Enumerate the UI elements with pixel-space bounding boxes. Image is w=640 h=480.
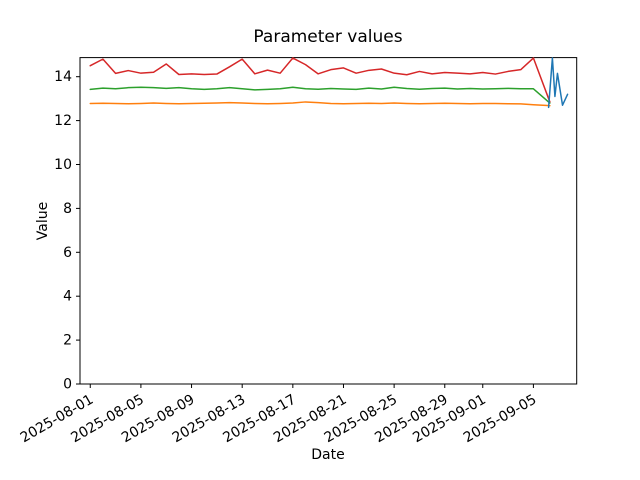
- y-tick-label: 4: [63, 289, 72, 305]
- series-line-blue: [547, 57, 569, 109]
- y-tick-label: 12: [54, 113, 72, 129]
- y-axis-label: Value: [35, 202, 51, 240]
- y-tick-label: 2: [63, 333, 72, 349]
- y-tick-label: 6: [63, 245, 72, 261]
- x-axis-label: Date: [311, 447, 344, 463]
- series-line-green: [89, 86, 551, 104]
- series-line-red: [89, 57, 551, 103]
- chart-title: Parameter values: [253, 27, 402, 47]
- y-tick-label: 14: [54, 69, 72, 85]
- y-tick-label: 0: [63, 377, 72, 393]
- series-layer: [89, 57, 569, 109]
- series-line-orange: [89, 101, 551, 107]
- y-tick-label: 10: [54, 157, 72, 173]
- y-tick-label: 8: [63, 201, 72, 217]
- ticks-layer: 024681012142025-08-012025-08-052025-08-0…: [18, 69, 540, 446]
- plot-border: [79, 57, 578, 385]
